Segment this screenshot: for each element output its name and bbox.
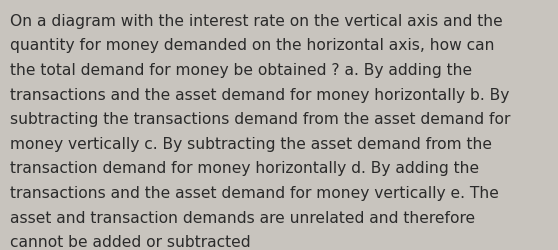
Text: money vertically c. By subtracting the asset demand from the: money vertically c. By subtracting the a… (10, 136, 492, 151)
Text: transaction demand for money horizontally d. By adding the: transaction demand for money horizontall… (10, 161, 479, 176)
Text: asset and transaction demands are unrelated and therefore: asset and transaction demands are unrela… (10, 210, 475, 225)
Text: cannot be added or subtracted: cannot be added or subtracted (10, 234, 251, 249)
Text: quantity for money demanded on the horizontal axis, how can: quantity for money demanded on the horiz… (10, 38, 494, 53)
Text: transactions and the asset demand for money horizontally b. By: transactions and the asset demand for mo… (10, 87, 509, 102)
Text: On a diagram with the interest rate on the vertical axis and the: On a diagram with the interest rate on t… (10, 14, 503, 29)
Text: transactions and the asset demand for money vertically e. The: transactions and the asset demand for mo… (10, 185, 499, 200)
Text: subtracting the transactions demand from the asset demand for: subtracting the transactions demand from… (10, 112, 511, 127)
Text: the total demand for money be obtained ? a. By adding the: the total demand for money be obtained ?… (10, 63, 472, 78)
